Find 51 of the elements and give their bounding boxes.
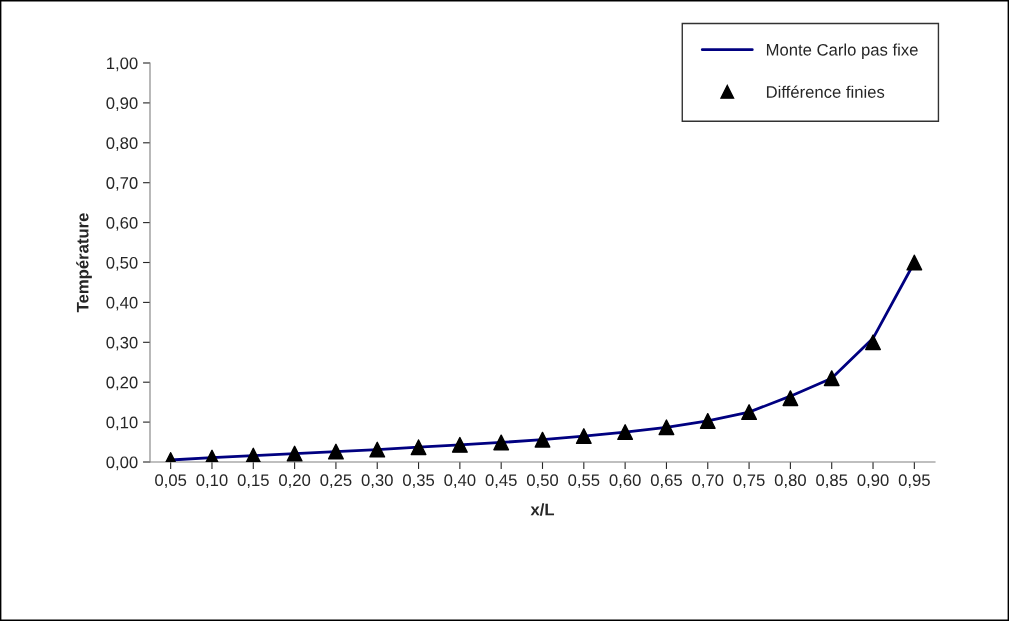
point	[286, 445, 303, 462]
x-tick-label: 0,75	[733, 474, 765, 489]
legend-label: Monte Carlo pas fixe	[766, 43, 918, 59]
x-tick-label: 0,35	[402, 474, 435, 489]
x-tick-label: 0,25	[320, 474, 352, 489]
x-tick-label: 0,05	[155, 474, 187, 489]
x-tick-label: 0,10	[196, 474, 228, 489]
x-tick-label: 0,90	[857, 474, 889, 489]
point	[782, 390, 799, 407]
point	[699, 412, 716, 429]
y-tick-label: 0,70	[106, 177, 138, 191]
point	[575, 428, 592, 445]
y-tick-label: 0,50	[106, 256, 138, 271]
y-axis-title: Température	[76, 213, 92, 313]
y-tick-label: 0,90	[106, 97, 138, 112]
x-tick-label: 0,65	[650, 474, 682, 489]
point	[245, 447, 262, 462]
y-tick-label: 0,20	[106, 376, 138, 391]
point	[823, 370, 840, 387]
point	[327, 443, 344, 460]
point	[451, 436, 468, 453]
x-tick-label: 0,30	[361, 474, 393, 489]
y-tick-label: 0,60	[106, 217, 138, 231]
x-tick-label: 0,85	[816, 474, 848, 489]
x-tick-label: 0,60	[609, 474, 641, 489]
y-tick-label: 1,00	[107, 57, 138, 72]
x-tick-label: 0,45	[485, 474, 517, 489]
y-tick-label: 0,80	[106, 137, 138, 151]
point	[865, 334, 882, 351]
x-tick-label: 0,15	[237, 474, 269, 489]
y-tick-label: 0,00	[106, 456, 138, 471]
point	[617, 424, 634, 441]
x-tick-label: 0,50	[526, 474, 559, 489]
y-tick-label: 0,40	[106, 296, 138, 311]
y-tick-label: 0,30	[106, 336, 138, 351]
point	[741, 404, 758, 421]
x-tick-label: 0,55	[568, 474, 600, 489]
x-tick-label: 0,80	[774, 474, 806, 489]
x-tick-label: 0,20	[279, 474, 311, 489]
point	[534, 431, 551, 448]
y-tick-label: 0,10	[106, 416, 138, 431]
point	[369, 441, 386, 458]
point	[658, 419, 675, 436]
x-tick-label: 0,95	[898, 474, 930, 489]
x-tick-label: 0,70	[692, 474, 724, 489]
point	[493, 434, 510, 451]
legend-label: Différence finies	[766, 85, 885, 98]
x-axis-title: x/L	[530, 503, 555, 516]
point	[410, 439, 427, 456]
point	[906, 254, 923, 271]
x-tick-label: 0,40	[444, 474, 476, 489]
